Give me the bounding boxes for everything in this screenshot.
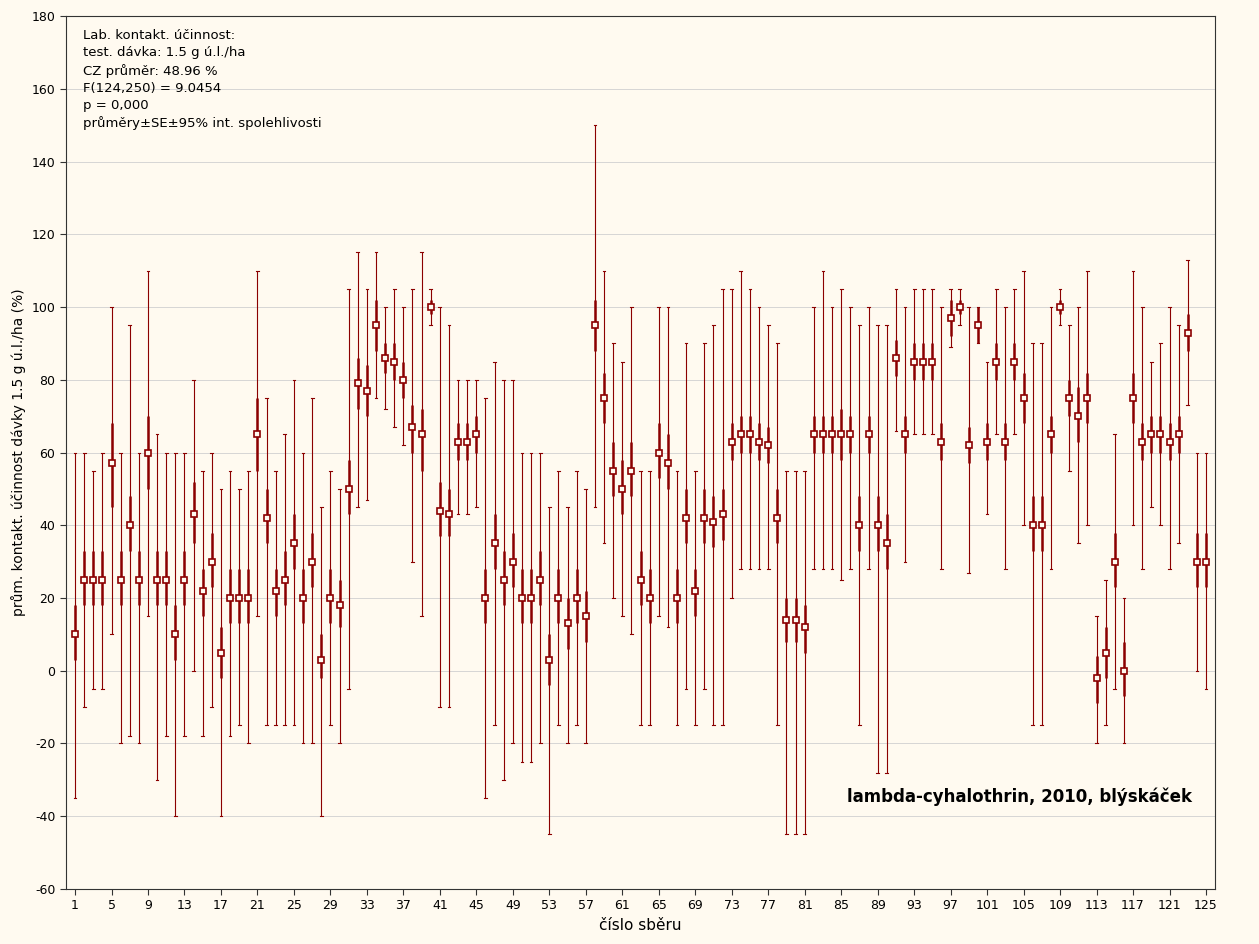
Text: lambda-cyhalothrin, 2010, blýskáček: lambda-cyhalothrin, 2010, blýskáček: [847, 787, 1192, 805]
Text: Lab. kontakt. účinnost:
test. dávka: 1.5 g ú.l./ha
CZ průměr: 48.96 %
F(124,250): Lab. kontakt. účinnost: test. dávka: 1.5…: [83, 29, 322, 130]
X-axis label: číslo sběru: číslo sběru: [599, 918, 682, 933]
Y-axis label: prům. kontakt. účinnost dávky 1.5 g ú.l./ha (%): prům. kontakt. účinnost dávky 1.5 g ú.l.…: [11, 289, 26, 616]
